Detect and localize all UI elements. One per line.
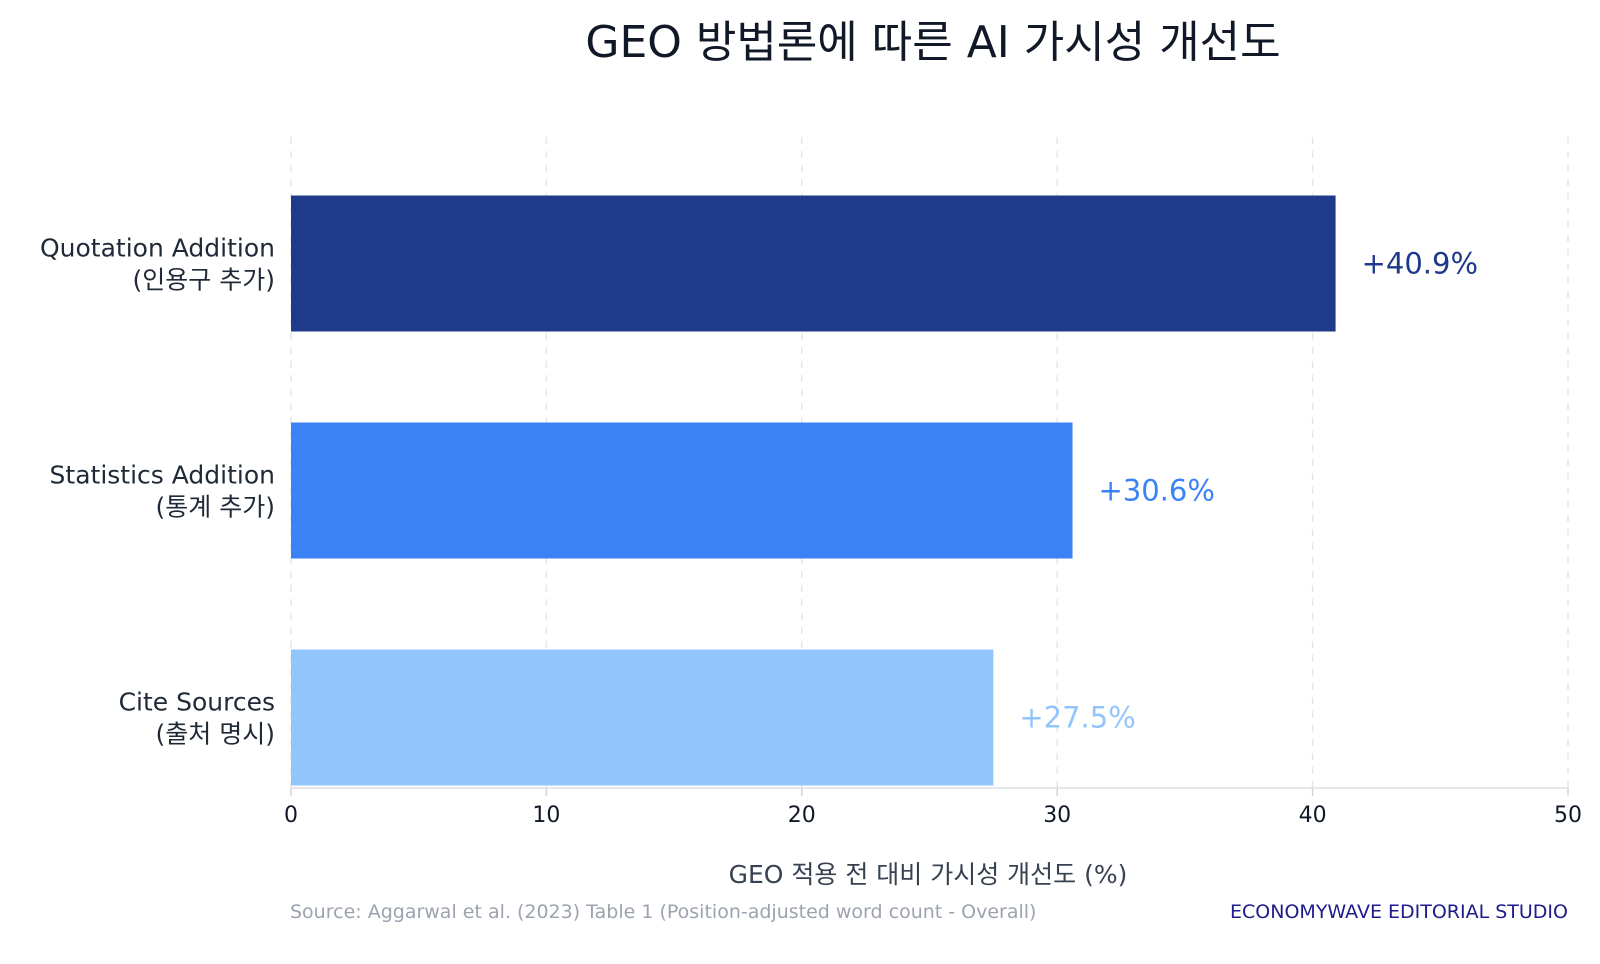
bars bbox=[291, 195, 1336, 786]
bar bbox=[291, 422, 1073, 559]
chart-title: GEO 방법론에 따른 AI 가시성 개선도 bbox=[585, 17, 1280, 68]
source-note: Source: Aggarwal et al. (2023) Table 1 (… bbox=[290, 901, 1036, 923]
tick-label: 40 bbox=[1299, 803, 1327, 828]
tick-label: 20 bbox=[788, 803, 816, 828]
category-labels: Quotation Addition (인용구 추가) Statistics Add… bbox=[40, 234, 275, 749]
data-label: +27.5% bbox=[1019, 701, 1135, 735]
bar bbox=[291, 195, 1336, 332]
x-axis-ticks: 0 10 20 30 40 50 bbox=[284, 788, 1582, 828]
bar bbox=[291, 649, 994, 786]
tick-label: 30 bbox=[1043, 803, 1071, 828]
tick-label: 0 bbox=[284, 803, 298, 828]
data-label: +40.9% bbox=[1362, 247, 1478, 281]
category-label: (출처 명시) bbox=[156, 720, 275, 749]
category-label: Statistics Addition bbox=[50, 461, 275, 490]
category-label: (인용구 추가) bbox=[133, 266, 275, 295]
tick-label: 50 bbox=[1554, 803, 1582, 828]
studio-credit: ECONOMYWAVE EDITORIAL STUDIO bbox=[1230, 901, 1568, 923]
category-label: Quotation Addition bbox=[40, 234, 275, 263]
data-label: +30.6% bbox=[1099, 474, 1215, 508]
x-axis-label: GEO 적용 전 대비 가시성 개선도 (%) bbox=[729, 860, 1128, 889]
tick-label: 10 bbox=[532, 803, 560, 828]
category-label: (통계 추가) bbox=[156, 493, 275, 522]
data-labels: +40.9% +30.6% +27.5% bbox=[1019, 247, 1478, 735]
category-label: Cite Sources bbox=[119, 688, 275, 717]
